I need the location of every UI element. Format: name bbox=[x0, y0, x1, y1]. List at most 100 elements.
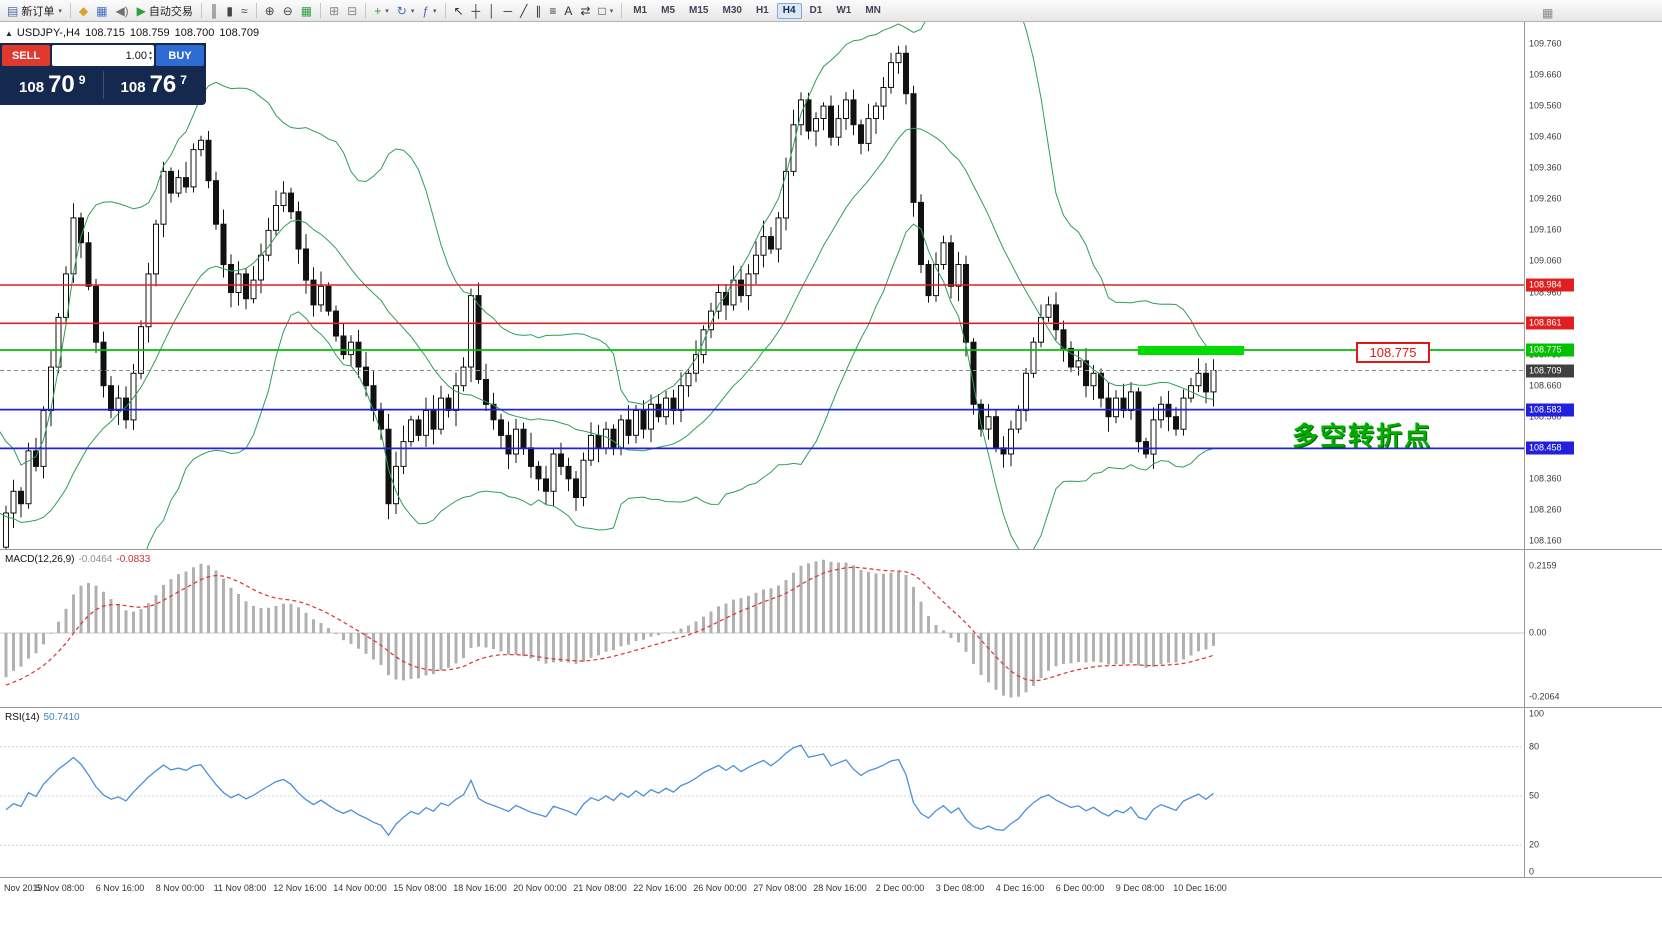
bar-chart-mode-button[interactable]: ║ bbox=[206, 1, 223, 20]
trade-panel-expander-icon[interactable]: ▲ bbox=[5, 29, 13, 38]
sell-button[interactable]: SELL bbox=[2, 45, 50, 66]
price-divider bbox=[102, 70, 104, 99]
channel-tool-icon: ∥ bbox=[535, 3, 542, 18]
rsi-scale-label: 50 bbox=[1529, 790, 1540, 801]
time-axis-label: 6 Dec 00:00 bbox=[1055, 883, 1105, 893]
horizontal-line-tool-button[interactable]: ─ bbox=[500, 1, 517, 20]
charts-window-icon: ▦ bbox=[96, 3, 108, 18]
price-callout-label[interactable]: 108.775 bbox=[1356, 342, 1430, 363]
price-tag-108.458[interactable]: 108.458 bbox=[1526, 441, 1574, 455]
toolbar-separator bbox=[444, 3, 446, 18]
macd-scale[interactable]: 0.2159 0.00 -0.2064 bbox=[1524, 550, 1662, 707]
vertical-line-tool-icon: │ bbox=[488, 3, 496, 18]
timeframe-w1[interactable]: W1 bbox=[836, 4, 852, 16]
lot-decrease-button[interactable]: ▾ bbox=[148, 55, 152, 62]
tile-windows-button[interactable]: ▦ bbox=[297, 1, 316, 20]
line-chart-mode-button[interactable]: ≈ bbox=[237, 1, 252, 20]
buy-price-prefix: 108 bbox=[120, 78, 146, 96]
rsi-scale-label: 0 bbox=[1529, 866, 1535, 877]
auto-arrange-button[interactable]: ⊞ bbox=[325, 1, 343, 20]
time-axis-label: 18 Nov 16:00 bbox=[453, 883, 507, 893]
macd-indicator-panel[interactable]: MACD(12,26,9) -0.0464 -0.0833 0.2159 0.00 -0… bbox=[0, 549, 1662, 707]
indicators-dropdown-icon[interactable]: ▾ bbox=[433, 7, 437, 15]
bar-chart-mode-icon: ║ bbox=[209, 3, 219, 18]
zoom-in-icon: ⊕ bbox=[264, 3, 275, 18]
main-chart-svg[interactable] bbox=[0, 22, 1524, 549]
price-tick: 108.360 bbox=[1529, 473, 1562, 484]
text-tool-button[interactable]: A bbox=[560, 1, 576, 20]
new-order-dropdown-icon[interactable]: ▾ bbox=[58, 7, 62, 15]
timeframe-m15[interactable]: M15 bbox=[689, 4, 709, 16]
price-chart-panel[interactable]: ▲ USDJPY-,H4 108.715 108.759 108.700 108.709 … bbox=[0, 22, 1662, 549]
indicators-button[interactable]: ƒ ▾ bbox=[418, 1, 440, 20]
highlight-rectangle[interactable] bbox=[1138, 346, 1244, 355]
time-axis-label: 27 Nov 08:00 bbox=[753, 883, 807, 893]
timeframe-m5[interactable]: M5 bbox=[661, 4, 676, 16]
rsi-scale[interactable]: 100 80 50 20 0 bbox=[1524, 708, 1662, 877]
price-tag-108.583[interactable]: 108.583 bbox=[1526, 403, 1574, 417]
price-tick: 108.260 bbox=[1529, 504, 1562, 515]
toolbar-options-button[interactable]: ▦ bbox=[1538, 3, 1557, 22]
macd-scale-label: 0.2159 bbox=[1529, 560, 1557, 571]
alerts-button[interactable]: ◀) bbox=[111, 1, 132, 20]
bollinger-upper-band bbox=[0, 22, 1214, 466]
arrows-tool-button[interactable]: ⇄ bbox=[576, 1, 594, 20]
autotrading-button[interactable]: ▶ 自动交易 bbox=[133, 1, 197, 20]
crosshair-tool-button[interactable]: ┼ bbox=[468, 1, 485, 20]
trendline-tool-icon: ╱ bbox=[520, 3, 528, 18]
buy-price-display[interactable]: 108 76 7 bbox=[104, 72, 205, 97]
trendline-tool-button[interactable]: ╱ bbox=[516, 1, 531, 20]
fibonacci-tool-button[interactable]: ≡ bbox=[545, 1, 560, 20]
shapes-tool-dropdown-icon[interactable]: ▾ bbox=[609, 7, 614, 15]
timeframe-m30[interactable]: M30 bbox=[722, 4, 742, 16]
rsi-indicator-panel[interactable]: RSI(14) 50.7410 100 80 50 20 0 bbox=[0, 707, 1662, 877]
zoom-out-icon: ⊖ bbox=[282, 3, 293, 18]
channel-tool-button[interactable]: ∥ bbox=[531, 1, 545, 20]
new-chart-button[interactable]: + ▾ bbox=[370, 1, 393, 20]
price-tag-108.775[interactable]: 108.775 bbox=[1526, 343, 1574, 357]
lot-size-input[interactable] bbox=[54, 49, 147, 62]
profiles-dropdown-icon[interactable]: ▾ bbox=[410, 7, 415, 15]
price-tag-108.709[interactable]: 108.709 bbox=[1526, 364, 1574, 377]
new-order-label: 新订单 bbox=[21, 5, 55, 18]
timeframe-mn[interactable]: MN bbox=[865, 4, 881, 16]
macd-signal-value: -0.0833 bbox=[116, 554, 151, 565]
price-tick: 109.560 bbox=[1529, 100, 1562, 111]
cascade-windows-button[interactable]: ⊟ bbox=[343, 1, 361, 20]
time-axis[interactable]: Nov 2019 5 Nov 08:00 6 Nov 16:00 8 Nov 00:0… bbox=[0, 877, 1662, 899]
autotrading-icon: ▶ bbox=[136, 3, 146, 18]
timeframe-h1[interactable]: H1 bbox=[755, 4, 769, 16]
turning-point-annotation[interactable]: 多空转折点 bbox=[1292, 421, 1433, 451]
price-tick: 109.660 bbox=[1529, 69, 1562, 80]
new-chart-dropdown-icon[interactable]: ▾ bbox=[385, 7, 389, 15]
vertical-line-tool-button[interactable]: │ bbox=[484, 1, 500, 20]
rsi-chart-svg[interactable] bbox=[0, 708, 1524, 878]
new-order-button[interactable]: ▤ 新订单 ▾ bbox=[3, 1, 66, 20]
macd-value: -0.0464 bbox=[78, 554, 113, 565]
price-scale[interactable]: 109.760 109.660 109.560 109.460 109.360 109.2… bbox=[1524, 22, 1662, 549]
lot-increase-button[interactable]: ▴ bbox=[148, 49, 152, 56]
macd-scale-label: 0.00 bbox=[1529, 627, 1547, 638]
zoom-out-button[interactable]: ⊖ bbox=[279, 1, 297, 20]
charts-window-button[interactable]: ▦ bbox=[92, 1, 111, 20]
macd-histogram bbox=[4, 559, 1215, 698]
price-tag-108.861[interactable]: 108.861 bbox=[1526, 316, 1574, 330]
price-tag-108.984[interactable]: 108.984 bbox=[1526, 278, 1574, 292]
time-axis-label: 10 Dec 16:00 bbox=[1173, 883, 1227, 893]
cursor-tool-button[interactable]: ↖ bbox=[450, 1, 468, 20]
zoom-in-button[interactable]: ⊕ bbox=[261, 1, 279, 20]
mql5-market-button[interactable]: ◆ bbox=[75, 1, 92, 20]
buy-button[interactable]: BUY bbox=[156, 45, 204, 66]
timeframe-d1[interactable]: D1 bbox=[809, 4, 823, 16]
rsi-scale-label: 100 bbox=[1529, 708, 1545, 719]
profiles-button[interactable]: ↻ ▾ bbox=[393, 1, 419, 20]
macd-chart-svg[interactable] bbox=[0, 550, 1524, 708]
timeframe-m1[interactable]: M1 bbox=[633, 4, 648, 16]
time-axis-label: 14 Nov 00:00 bbox=[333, 883, 387, 893]
sell-price-display[interactable]: 108 70 9 bbox=[2, 72, 103, 97]
candlestick-mode-button[interactable]: ▮ bbox=[222, 1, 237, 20]
timeframe-h4[interactable]: H4 bbox=[776, 2, 802, 19]
macd-name: MACD(12,26,9) bbox=[5, 554, 75, 565]
shapes-tool-button[interactable]: □ ▾ bbox=[594, 1, 617, 20]
timeframe-toolbar: M1 M5 M15 M30 H1 H4 D1 W1 MN bbox=[626, 2, 888, 19]
